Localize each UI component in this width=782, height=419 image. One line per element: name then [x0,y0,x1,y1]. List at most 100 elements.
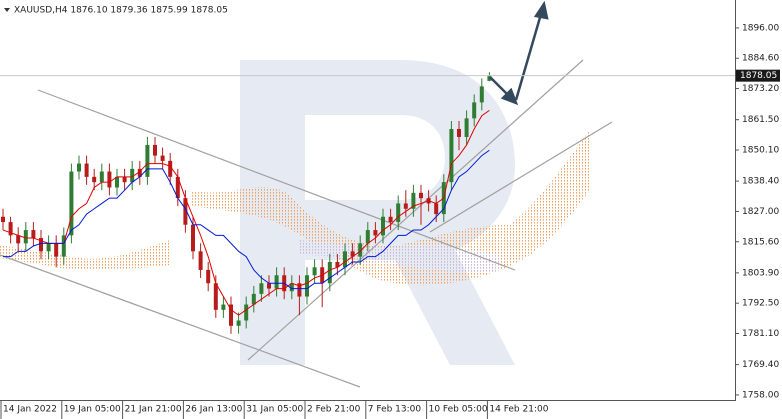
x-tick-label: 2 Feb 21:00 [307,405,361,415]
candle-body [77,163,81,172]
candle-body [381,216,385,236]
x-tick-label: 7 Feb 13:00 [368,405,422,415]
candle-body [198,251,203,270]
candle-body [92,176,97,183]
indicator-line [3,149,490,290]
y-tick-label: 1884.60 [742,54,779,64]
y-tick-label: 1769.40 [742,360,779,370]
channel [0,59,613,388]
candle-body [115,176,119,188]
x-tick-label: 10 Feb 05:00 [429,405,488,415]
candle-body [122,176,127,183]
y-tick-label: 1896.00 [742,23,779,33]
candle-body [373,230,378,236]
candle-body [464,118,469,137]
cloud-bearish [300,240,500,273]
arrow [514,13,543,101]
candle-body [84,163,89,177]
y-tick-label: 1803.90 [742,268,779,278]
candle-body [175,176,180,199]
candle-body [236,320,241,326]
candle-body [69,171,74,236]
plot [1,72,492,334]
candle-body [206,269,211,284]
candle-body [350,251,355,257]
y-tick-label: 1838.40 [742,177,779,187]
channel-line [247,59,584,361]
candle-body [403,203,408,209]
candle-body [419,192,423,199]
indicator-line [2,109,490,316]
candle-body [267,283,271,289]
candle-body [1,216,5,223]
candle-body [411,192,416,209]
candle-body [107,171,112,188]
y-tick-label: 1815.60 [742,237,779,247]
candle-body [8,222,13,236]
menu-icon [4,8,10,12]
watermark [240,60,515,365]
y-axis: 1758.00 1769.40 1781.10 1792.50 1803.90 1815.… [735,23,779,400]
candle-body [54,243,59,257]
channel-line [429,121,613,233]
candle-body [244,304,249,321]
channel-line [37,89,516,271]
candle-body [449,128,454,183]
price-label: 1878.05 [740,71,777,81]
candle-body [191,224,195,252]
candle-body [160,155,165,161]
candle-body [487,75,492,81]
price-label-box [736,69,780,82]
channel-line [0,254,361,388]
candle-body [251,293,256,305]
candle-body [229,304,233,326]
candle-body [289,283,294,292]
candle-body [183,198,188,225]
candle-body [46,243,51,252]
chart-title: XAUUSD,H4 1876.10 1879.36 1875.99 1878.0… [14,6,228,16]
candle-body [312,267,317,276]
candle-body [327,261,332,284]
candle-body [274,275,279,289]
candle-body [23,230,28,244]
x-tick-label: 26 Jan 13:00 [185,405,242,415]
candle-body [343,251,347,268]
y-tick-label: 1827.00 [742,207,779,217]
candle-body [365,230,370,244]
candle-body [221,304,226,310]
candle-body [145,144,150,177]
x-tick-label: 14 Feb 21:00 [489,405,548,415]
candle-body [335,261,340,268]
candle-body [457,128,461,137]
candle-body [396,203,401,223]
candle-body [259,283,264,294]
candle-body [31,230,36,239]
x-tick-label: 21 Jan 21:00 [125,405,182,415]
candle-body [61,235,66,257]
y-tick-label: 1873.20 [742,84,779,94]
candle-body [479,86,484,103]
candle-body [39,238,43,252]
y-tick-label: 1861.50 [742,115,779,125]
candle-body [137,168,142,177]
y-tick-label: 1850.10 [742,146,779,156]
cloud-bullish [190,130,590,286]
candle-body [297,283,302,297]
y-tick-label: 1792.50 [742,299,779,309]
x-tick-label: 19 Jan 05:00 [64,405,121,415]
candle-body [16,235,21,244]
forecast-arrows [489,0,549,106]
candle-body [472,102,477,119]
x-tick-label: 14 Jan 2022 [3,405,57,415]
arrow-head [500,87,519,106]
candle-body [213,283,218,310]
candle-body [434,203,439,215]
candle-body [305,275,309,297]
candle-body [388,216,393,223]
cloud-bullish [0,240,170,270]
arrow-head [533,0,549,20]
candle-body [130,168,135,183]
y-tick-label: 1781.10 [742,329,779,339]
candle-body [358,243,363,257]
